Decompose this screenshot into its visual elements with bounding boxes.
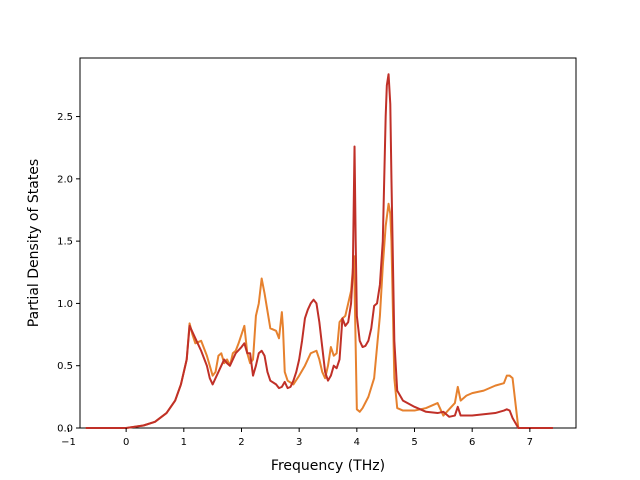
x-tick-label: 0 <box>123 437 129 448</box>
x-axis: −1 0 1 2 3 4 5 6 7 <box>61 428 533 448</box>
y-tick-label: 2.5 <box>57 112 73 123</box>
series-line-2 <box>85 73 553 429</box>
x-tick-label: 3 <box>296 437 302 448</box>
plot-area <box>79 57 577 429</box>
y-axis-label: Partial Density of States <box>26 159 42 327</box>
x-tick-label: 1 <box>181 437 187 448</box>
x-tick-label: 6 <box>469 437 475 448</box>
x-tick-label: 7 <box>527 437 533 448</box>
y-tick-label: 0.5 <box>57 361 73 372</box>
y-tick-label: 1.0 <box>57 299 73 310</box>
x-tick-label: 4 <box>354 437 360 448</box>
x-tick-label: 5 <box>411 437 417 448</box>
y-tick-label: 2.0 <box>57 174 73 185</box>
y-axis: 0.0 0.5 1.0 1.5 2.0 2.5 <box>57 112 80 435</box>
y-tick-label: 0.0 <box>57 424 73 435</box>
x-tick-label: −1 <box>61 437 76 448</box>
y-tick-label: 1.5 <box>57 237 73 248</box>
x-axis-label: Frequency (THz) <box>271 458 385 474</box>
series-line-1 <box>85 202 553 429</box>
series-layer <box>85 73 553 429</box>
x-tick-label: 2 <box>238 437 244 448</box>
